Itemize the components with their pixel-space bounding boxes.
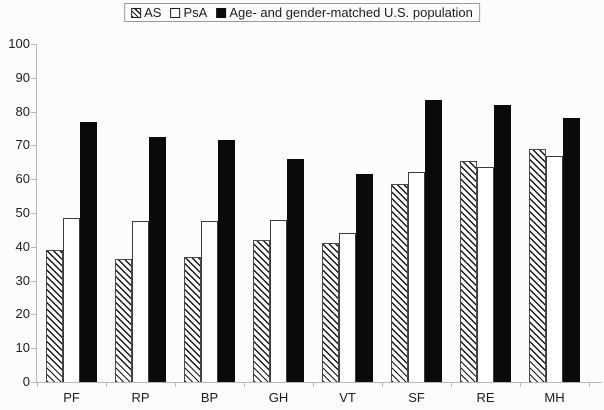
y-tick-label: 20 xyxy=(15,306,30,321)
x-label-gh: GH xyxy=(268,390,289,405)
y-tick-label: 90 xyxy=(15,70,30,85)
y-tick xyxy=(31,348,36,349)
y-tick xyxy=(31,247,36,248)
x-tick xyxy=(520,383,521,387)
y-tick xyxy=(31,112,36,113)
x-label-mh: MH xyxy=(544,390,565,405)
x-tick xyxy=(313,383,314,387)
black-swatch-icon xyxy=(216,7,227,18)
bar-black-gh xyxy=(287,159,304,382)
x-label-sf: SF xyxy=(408,390,425,405)
bar-white-mh xyxy=(546,156,563,382)
x-label-rp: RP xyxy=(131,390,150,405)
y-tick xyxy=(31,382,36,383)
y-tick xyxy=(31,145,36,146)
hatched-swatch-icon xyxy=(131,7,142,18)
x-tick xyxy=(37,383,38,387)
bar-hatched-re xyxy=(460,161,477,382)
bar-hatched-vt xyxy=(322,243,339,382)
y-tick-label: 60 xyxy=(15,171,30,186)
x-tick xyxy=(175,383,176,387)
bar-hatched-gh xyxy=(253,240,270,382)
bar-white-sf xyxy=(408,172,425,382)
bar-white-rp xyxy=(132,221,149,382)
x-tick xyxy=(244,383,245,387)
white-swatch-icon xyxy=(170,7,181,18)
bar-white-bp xyxy=(201,221,218,382)
x-label-bp: BP xyxy=(200,390,219,405)
bar-black-sf xyxy=(425,100,442,382)
y-tick-label: 50 xyxy=(15,205,30,220)
legend-item-psa: PsA xyxy=(170,5,207,20)
bar-white-re xyxy=(477,167,494,382)
bar-hatched-pf xyxy=(46,250,63,382)
bar-hatched-rp xyxy=(115,259,132,382)
y-tick-label: 100 xyxy=(8,36,30,51)
x-tick xyxy=(382,383,383,387)
bar-hatched-mh xyxy=(529,149,546,382)
x-label-pf: PF xyxy=(63,390,80,405)
y-tick-label: 10 xyxy=(15,340,30,355)
x-tick xyxy=(106,383,107,387)
y-tick-label: 80 xyxy=(15,104,30,119)
y-tick-label: 40 xyxy=(15,239,30,254)
y-tick xyxy=(31,78,36,79)
y-tick xyxy=(31,179,36,180)
bar-black-mh xyxy=(563,118,580,382)
legend-item-as: AS xyxy=(131,5,161,20)
y-tick xyxy=(31,44,36,45)
chart-legend: AS PsA Age- and gender-matched U.S. popu… xyxy=(124,3,480,22)
bar-black-pf xyxy=(80,122,97,382)
x-tick xyxy=(589,383,590,387)
y-tick-label: 70 xyxy=(15,137,30,152)
y-tick xyxy=(31,213,36,214)
bar-black-vt xyxy=(356,174,373,382)
bar-white-vt xyxy=(339,233,356,382)
legend-label-psa: PsA xyxy=(183,5,208,20)
y-tick-label: 30 xyxy=(15,273,30,288)
x-tick xyxy=(451,383,452,387)
bar-black-rp xyxy=(149,137,166,382)
bar-black-re xyxy=(494,105,511,382)
legend-item-us-population: Age- and gender-matched U.S. population xyxy=(216,5,473,20)
bar-hatched-bp xyxy=(184,257,201,382)
legend-label-us-population: Age- and gender-matched U.S. population xyxy=(229,5,473,20)
x-label-re: RE xyxy=(476,390,495,405)
bar-hatched-sf xyxy=(391,184,408,382)
legend-label-as: AS xyxy=(144,5,162,20)
y-axis-line xyxy=(36,44,37,383)
y-tick xyxy=(31,314,36,315)
x-label-vt: VT xyxy=(339,390,356,405)
y-tick-label: 0 xyxy=(22,374,30,389)
bar-white-gh xyxy=(270,220,287,382)
x-axis-line xyxy=(36,382,602,383)
bar-white-pf xyxy=(63,218,80,382)
y-tick xyxy=(31,281,36,282)
bar-black-bp xyxy=(218,140,235,382)
